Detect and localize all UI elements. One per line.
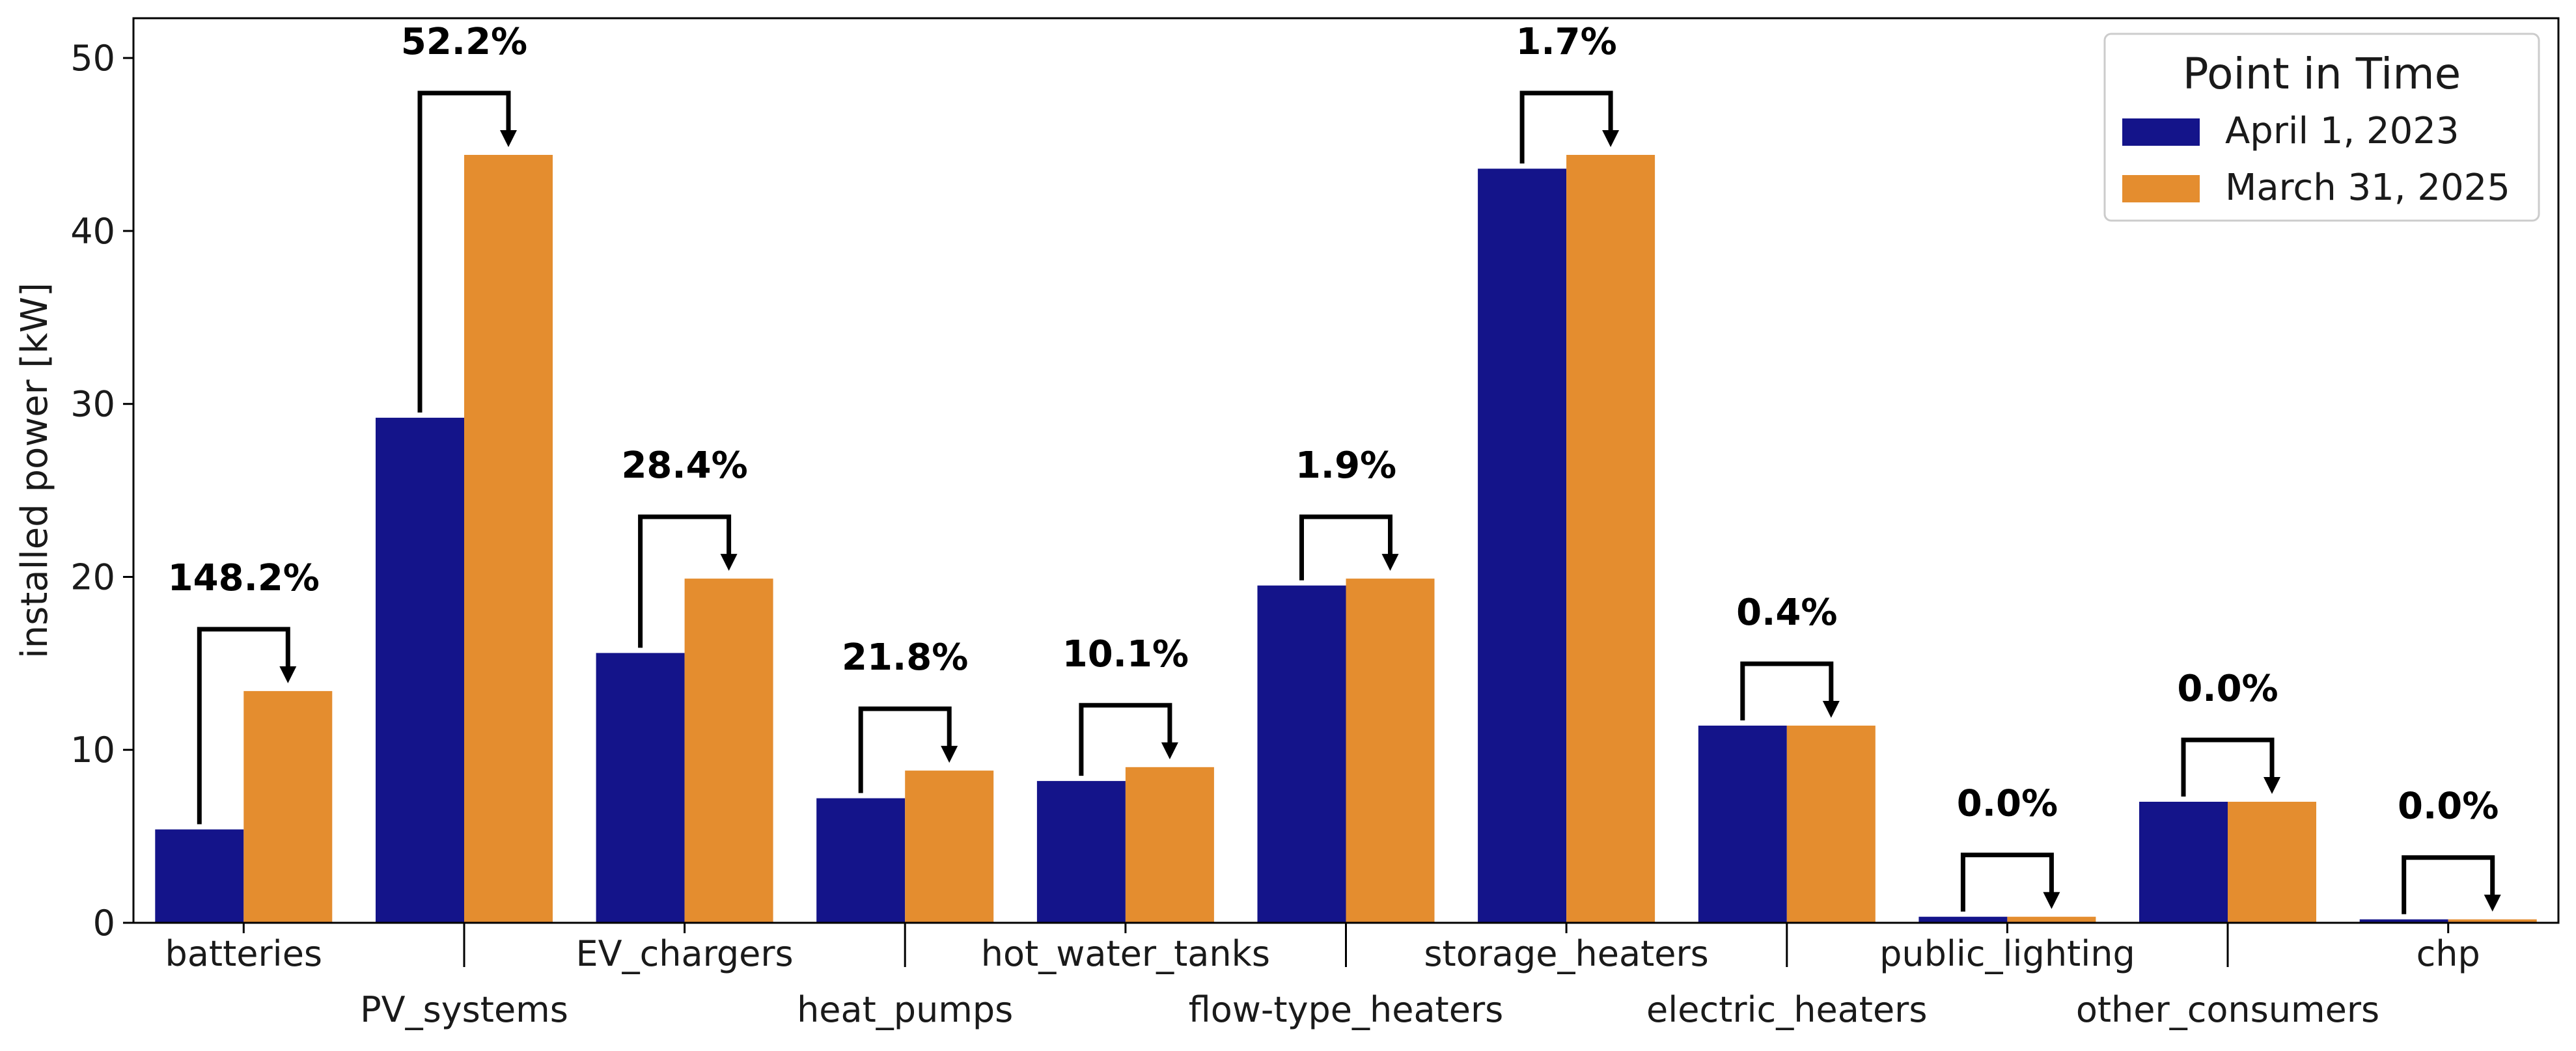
- change-bracket: [638, 514, 732, 648]
- y-tick-label: 20: [70, 557, 115, 598]
- change-arrowhead: [2043, 892, 2060, 909]
- legend-swatch-1: [2122, 118, 2200, 146]
- change-label-heat_pumps: 21.8%: [842, 636, 968, 679]
- change-annotation-chp: 0.0%: [2398, 785, 2501, 914]
- y-axis-title: installed power [kW]: [14, 282, 56, 659]
- bar-electric_heaters-series-2: [1786, 726, 1876, 923]
- x-tick-label-heat_pumps: heat_pumps: [797, 989, 1013, 1030]
- change-annotation-hot_water_tanks: 10.1%: [1062, 633, 1189, 776]
- x-tick-label-other_consumers: other_consumers: [2076, 989, 2379, 1030]
- change-annotation-storage_heaters: 1.7%: [1516, 21, 1620, 164]
- change-label-EV_chargers: 28.4%: [621, 444, 747, 487]
- change-bracket: [1079, 703, 1172, 776]
- change-arrowhead: [1161, 742, 1178, 759]
- change-annotation-public_lighting: 0.0%: [1957, 783, 2060, 912]
- x-tick-label-electric_heaters: electric_heaters: [1646, 989, 1927, 1030]
- change-annotation-electric_heaters: 0.4%: [1736, 592, 1840, 720]
- legend-swatch-2: [2122, 175, 2200, 202]
- bar-EV_chargers-series-2: [684, 579, 773, 923]
- change-label-electric_heaters: 0.4%: [1736, 592, 1837, 634]
- change-annotation-EV_chargers: 28.4%: [621, 444, 748, 648]
- bar-heat_pumps-series-2: [905, 771, 994, 923]
- x-tick-label-batteries: batteries: [165, 933, 323, 974]
- bar-flow-type_heaters-series-2: [1346, 579, 1435, 923]
- change-bracket: [417, 90, 511, 413]
- change-annotation-other_consumers: 0.0%: [2177, 668, 2280, 797]
- change-arrowhead: [2264, 777, 2280, 794]
- bar-storage_heaters-series-1: [1478, 169, 1567, 923]
- bar-storage_heaters-series-2: [1566, 155, 1655, 923]
- bar-EV_chargers-series-1: [596, 653, 685, 923]
- x-tick-label-flow-type_heaters: flow-type_heaters: [1189, 989, 1504, 1030]
- legend-box: [2103, 33, 2540, 222]
- bar-other_consumers-series-2: [2228, 802, 2316, 923]
- change-bracket: [197, 627, 290, 825]
- change-annotation-heat_pumps: 21.8%: [842, 636, 968, 793]
- legend-title: Point in Time: [2183, 49, 2461, 99]
- bars-layer: [155, 155, 2537, 923]
- change-arrowhead: [720, 554, 738, 571]
- change-arrowhead: [2484, 894, 2501, 912]
- change-arrowhead: [941, 746, 958, 763]
- change-label-public_lighting: 0.0%: [1957, 783, 2058, 825]
- change-arrowhead: [500, 130, 517, 147]
- legend-label-2: March 31, 2025: [2225, 167, 2510, 209]
- x-tick-label-PV_systems: PV_systems: [360, 989, 568, 1030]
- change-annotation-batteries: 148.2%: [168, 557, 320, 825]
- change-bracket: [2181, 737, 2275, 797]
- bar-public_lighting-series-1: [1918, 916, 2008, 923]
- bar-other_consumers-series-1: [2139, 802, 2228, 923]
- axes-layer: 0 10 20 30 40 50 installed power [kW] batteries…: [14, 17, 2560, 1030]
- legend-label-1: April 1, 2023: [2225, 110, 2459, 152]
- bar-chp-series-1: [2359, 919, 2448, 923]
- bar-PV_systems-series-2: [464, 155, 553, 923]
- bar-PV_systems-series-1: [376, 417, 464, 923]
- change-bracket: [2402, 855, 2495, 914]
- change-annotation-flow-type_heaters: 1.9%: [1295, 444, 1399, 580]
- change-arrowhead: [1602, 130, 1620, 147]
- legend: Point in Time April 1, 2023 March 31, 2025: [2103, 33, 2540, 222]
- y-tick-label: 40: [70, 211, 115, 252]
- change-bracket: [1519, 90, 1613, 164]
- y-tick-label: 30: [70, 384, 115, 425]
- bar-chp-series-2: [2448, 919, 2537, 923]
- change-bracket: [1299, 514, 1392, 580]
- bar-hot_water_tanks-series-2: [1125, 767, 1214, 923]
- change-arrowhead: [279, 666, 297, 683]
- bar-hot_water_tanks-series-1: [1036, 781, 1126, 923]
- x-tick-label-chp: chp: [2417, 933, 2480, 974]
- change-bracket: [858, 706, 952, 793]
- y-tick-label: 0: [93, 903, 115, 944]
- bar-heat_pumps-series-1: [816, 798, 906, 923]
- x-tick-label-public_lighting: public_lighting: [1879, 933, 2135, 974]
- x-tick-label-hot_water_tanks: hot_water_tanks: [981, 933, 1270, 974]
- change-label-storage_heaters: 1.7%: [1516, 21, 1616, 63]
- change-label-flow-type_heaters: 1.9%: [1295, 444, 1396, 487]
- change-annotations-layer: 148.2% 52.2% 28.4% 21.8% 10.1% 1.9% 1.7% 0.4% 0.…: [168, 21, 2501, 914]
- bar-public_lighting-series-2: [2007, 916, 2096, 923]
- x-tick-label-EV_chargers: EV_chargers: [576, 933, 794, 974]
- y-tick-label: 10: [70, 730, 115, 771]
- bar-batteries-series-1: [155, 829, 244, 923]
- change-bracket: [1960, 853, 2054, 912]
- bar-flow-type_heaters-series-1: [1257, 585, 1346, 923]
- change-label-PV_systems: 52.2%: [401, 21, 527, 63]
- change-label-chp: 0.0%: [2398, 785, 2499, 828]
- bar-batteries-series-2: [243, 690, 333, 923]
- change-arrowhead: [1381, 554, 1399, 571]
- change-bracket: [1740, 661, 1834, 720]
- change-label-hot_water_tanks: 10.1%: [1062, 633, 1189, 676]
- change-annotation-PV_systems: 52.2%: [401, 21, 527, 413]
- change-label-batteries: 148.2%: [168, 557, 320, 599]
- bar-electric_heaters-series-1: [1698, 726, 1787, 923]
- change-arrowhead: [1822, 701, 1840, 718]
- change-label-other_consumers: 0.0%: [2177, 668, 2278, 710]
- x-tick-label-storage_heaters: storage_heaters: [1424, 933, 1708, 974]
- y-tick-label: 50: [70, 38, 115, 79]
